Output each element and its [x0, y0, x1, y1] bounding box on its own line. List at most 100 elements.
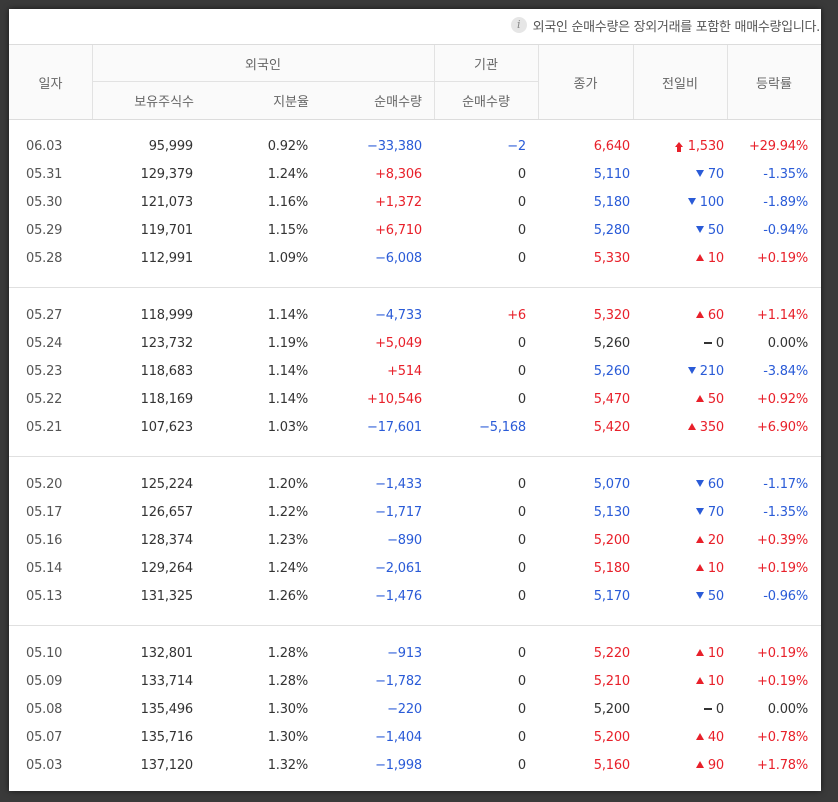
cell-close: 5,320	[593, 308, 630, 323]
triangle-down-icon	[687, 198, 696, 205]
notice: i 외국인 순매수량은 장외거래를 포함한 매매수량입니다.	[510, 15, 820, 35]
cell-holding: 118,683	[140, 364, 194, 379]
cell-inst-net: 0	[517, 730, 526, 745]
cell-rate: +1.78%	[757, 758, 808, 773]
row-group: 06.03 95,999 0.92% −33,380 −2 6,640 1,530 +29.9…	[9, 119, 821, 288]
table-row: 05.16 128,374 1.23% −890 0 5,200 20 +0.39%	[9, 527, 821, 555]
change-value: 0	[715, 702, 724, 717]
cell-change: 0	[703, 330, 724, 358]
cell-rate: -3.84%	[763, 364, 808, 379]
change-value: 90	[707, 758, 724, 773]
cell-holding: 133,714	[140, 674, 194, 689]
cell-close: 5,200	[593, 702, 630, 717]
cell-close: 5,110	[593, 167, 630, 182]
cell-foreign-net: −1,404	[375, 730, 422, 745]
cell-date: 05.31	[26, 167, 63, 182]
cell-rate: +0.92%	[757, 392, 808, 407]
header-ratio: 지분율	[273, 95, 309, 110]
table-row: 05.21 107,623 1.03% −17,601 −5,168 5,420 350 +6…	[9, 414, 821, 442]
cell-date: 05.27	[26, 308, 63, 323]
cell-holding: 112,991	[140, 251, 194, 266]
cell-holding: 118,169	[140, 392, 194, 407]
row-group: 05.27 118,999 1.14% −4,733 +6 5,320 60 +1.14% 05…	[9, 288, 821, 457]
cell-close: 5,180	[593, 561, 630, 576]
cell-date: 05.22	[26, 392, 63, 407]
triangle-down-icon	[695, 170, 704, 177]
cell-inst-net: 0	[517, 758, 526, 773]
triangle-up-icon	[695, 761, 704, 768]
cell-foreign-net: −1,717	[375, 505, 422, 520]
cell-change: 40	[695, 724, 724, 752]
triangle-up-icon	[695, 733, 704, 740]
cell-foreign-net: −2,061	[375, 561, 422, 576]
table-row: 05.10 132,801 1.28% −913 0 5,220 10 +0.19%	[9, 640, 821, 668]
table-row: 05.03 137,120 1.32% −1,998 0 5,160 90 +1.78%	[9, 752, 821, 780]
cell-rate: +29.94%	[748, 139, 808, 154]
cell-date: 05.23	[26, 364, 63, 379]
triangle-down-icon	[695, 592, 704, 599]
change-value: 50	[707, 223, 724, 238]
table-row: 05.14 129,264 1.24% −2,061 0 5,180 10 +0.19%	[9, 555, 821, 583]
table-row: 05.13 131,325 1.26% −1,476 0 5,170 50 -0.96%	[9, 583, 821, 611]
cell-rate: +0.19%	[757, 561, 808, 576]
cell-foreign-net: −1,476	[375, 589, 422, 604]
cell-ratio: 1.24%	[267, 561, 309, 576]
table-row: 05.31 129,379 1.24% +8,306 0 5,110 70 -1.35%	[9, 161, 821, 189]
cell-inst-net: −5,168	[479, 420, 526, 435]
cell-inst-net: 0	[517, 364, 526, 379]
change-value: 70	[707, 167, 724, 182]
cell-rate: +0.39%	[757, 533, 808, 548]
cell-foreign-net: +6,710	[375, 223, 422, 238]
triangle-up-icon	[695, 649, 704, 656]
dash-icon	[703, 707, 712, 710]
cell-holding: 125,224	[140, 477, 194, 492]
cell-change: 20	[695, 527, 724, 555]
cell-close: 5,280	[593, 223, 630, 238]
change-value: 20	[707, 533, 724, 548]
header-foreign-net: 순매수량	[374, 95, 422, 110]
row-group: 05.20 125,224 1.20% −1,433 0 5,070 60 -1.17% 05.…	[9, 457, 821, 626]
header-change: 전일비	[662, 76, 698, 92]
triangle-up-icon	[695, 254, 704, 261]
cell-foreign-net: −4,733	[375, 308, 422, 323]
triangle-up-icon	[695, 677, 704, 684]
cell-date: 05.03	[26, 758, 63, 773]
cell-ratio: 1.15%	[267, 223, 309, 238]
cell-rate: +1.14%	[757, 308, 808, 323]
cell-ratio: 1.09%	[267, 251, 309, 266]
cell-close: 5,210	[593, 674, 630, 689]
cell-foreign-net: −220	[387, 702, 422, 717]
cell-inst-net: 0	[517, 561, 526, 576]
triangle-down-icon	[695, 480, 704, 487]
cell-date: 05.07	[26, 730, 63, 745]
cell-date: 05.28	[26, 251, 63, 266]
cell-inst-net: 0	[517, 702, 526, 717]
cell-foreign-net: +5,049	[375, 336, 422, 351]
cell-close: 6,640	[593, 139, 630, 154]
cell-change: 10	[695, 245, 724, 273]
table-row: 05.08 135,496 1.30% −220 0 5,200 0 0.00%	[9, 696, 821, 724]
cell-ratio: 1.22%	[267, 505, 309, 520]
cell-change: 10	[695, 668, 724, 696]
cell-holding: 135,716	[140, 730, 194, 745]
triangle-down-icon	[695, 226, 704, 233]
cell-ratio: 1.30%	[267, 702, 309, 717]
cell-holding: 131,325	[140, 589, 194, 604]
cell-inst-net: 0	[517, 505, 526, 520]
cell-change: 60	[695, 302, 724, 330]
cell-rate: +0.19%	[757, 674, 808, 689]
cell-holding: 129,264	[140, 561, 194, 576]
header-date: 일자	[38, 76, 63, 92]
cell-holding: 121,073	[140, 195, 194, 210]
table-row: 06.03 95,999 0.92% −33,380 −2 6,640 1,530 +29.9…	[9, 133, 821, 161]
table-row: 05.17 126,657 1.22% −1,717 0 5,130 70 -1.35%	[9, 499, 821, 527]
cell-ratio: 0.92%	[267, 139, 309, 154]
table-row: 05.30 121,073 1.16% +1,372 0 5,180 100 -1.89%	[9, 189, 821, 217]
cell-inst-net: 0	[517, 167, 526, 182]
cell-holding: 107,623	[140, 420, 194, 435]
change-value: 350	[699, 420, 724, 435]
triangle-up-icon	[687, 423, 696, 430]
cell-rate: +0.19%	[757, 646, 808, 661]
cell-rate: -1.35%	[763, 505, 808, 520]
cell-foreign-net: +10,546	[367, 392, 422, 407]
